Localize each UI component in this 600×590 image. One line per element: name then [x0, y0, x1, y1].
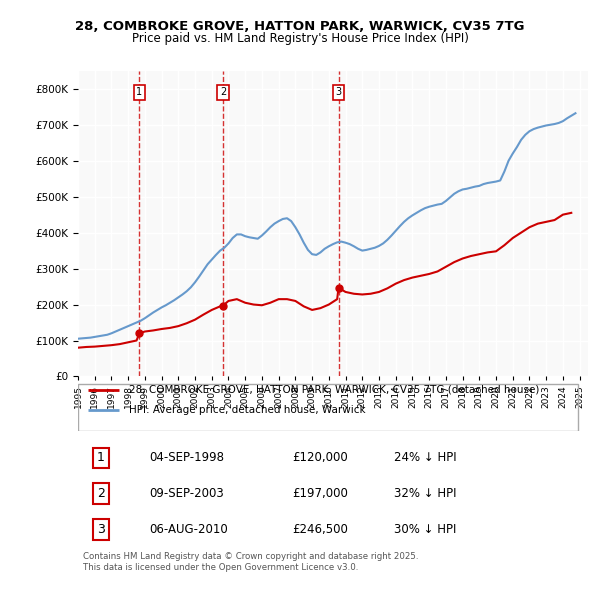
Text: 06-AUG-2010: 06-AUG-2010: [149, 523, 228, 536]
Text: 1: 1: [136, 87, 142, 97]
Text: 04-SEP-1998: 04-SEP-1998: [149, 451, 224, 464]
Text: 3: 3: [97, 523, 105, 536]
Text: Price paid vs. HM Land Registry's House Price Index (HPI): Price paid vs. HM Land Registry's House …: [131, 32, 469, 45]
Text: £246,500: £246,500: [292, 523, 348, 536]
Text: 2: 2: [220, 87, 226, 97]
Text: £120,000: £120,000: [292, 451, 348, 464]
Text: 3: 3: [335, 87, 341, 97]
Text: 30% ↓ HPI: 30% ↓ HPI: [394, 523, 457, 536]
Text: 1: 1: [97, 451, 105, 464]
Text: HPI: Average price, detached house, Warwick: HPI: Average price, detached house, Warw…: [129, 405, 365, 415]
Text: 28, COMBROKE GROVE, HATTON PARK, WARWICK, CV35 7TG (detached house): 28, COMBROKE GROVE, HATTON PARK, WARWICK…: [129, 385, 539, 395]
Text: 2: 2: [97, 487, 105, 500]
Text: 32% ↓ HPI: 32% ↓ HPI: [394, 487, 457, 500]
Text: £197,000: £197,000: [292, 487, 348, 500]
Text: 24% ↓ HPI: 24% ↓ HPI: [394, 451, 457, 464]
Text: 28, COMBROKE GROVE, HATTON PARK, WARWICK, CV35 7TG: 28, COMBROKE GROVE, HATTON PARK, WARWICK…: [75, 20, 525, 33]
Text: 09-SEP-2003: 09-SEP-2003: [149, 487, 224, 500]
Text: Contains HM Land Registry data © Crown copyright and database right 2025.
This d: Contains HM Land Registry data © Crown c…: [83, 552, 419, 572]
